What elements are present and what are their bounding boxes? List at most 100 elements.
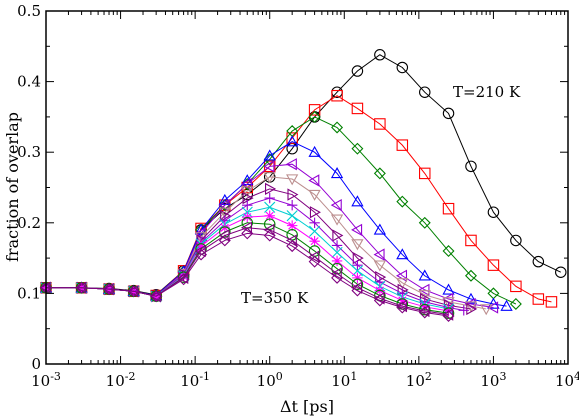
data-point (263, 223, 275, 236)
x-tick-label: 103 (480, 370, 506, 390)
data-point (285, 234, 297, 247)
axes-layer: 10-3 10-2 10-1 100 101 102 103 104 0 0.1 0.2 0.3 0.4… (17, 2, 579, 390)
data-point (218, 229, 230, 242)
data-point (308, 189, 321, 201)
data-point (466, 302, 478, 316)
data-point (351, 65, 364, 77)
data-point (331, 246, 343, 259)
data-point (241, 186, 254, 198)
data-point (442, 297, 455, 309)
data-point (308, 255, 321, 268)
data-point (331, 121, 344, 134)
data-point (545, 296, 558, 308)
data-point (510, 280, 522, 293)
data-point (396, 301, 409, 314)
data-point (351, 102, 364, 115)
data-point (265, 182, 277, 196)
data-point (263, 172, 276, 184)
x-tick-label: 101 (331, 370, 357, 390)
data-point (464, 292, 478, 304)
series-line (46, 116, 517, 305)
data-point (330, 214, 344, 226)
y-tick-label: 0.2 (17, 214, 41, 232)
data-point (241, 227, 254, 240)
data-point (331, 255, 343, 267)
x-tick-label: 10-3 (31, 370, 61, 390)
x-tick-label: 104 (555, 370, 579, 390)
data-point (286, 240, 299, 253)
data-point (555, 266, 567, 278)
data-point (487, 206, 500, 218)
data-point (308, 174, 320, 187)
data-point (418, 269, 431, 281)
data-point (373, 223, 387, 235)
data-point (263, 229, 276, 242)
data-point (465, 160, 477, 173)
data-point (351, 223, 363, 236)
data-point (177, 271, 190, 283)
y-tick-label: 0.3 (17, 143, 41, 161)
data-point (396, 139, 409, 151)
data-point (263, 149, 276, 161)
data-point (465, 269, 477, 282)
data-point (308, 145, 321, 157)
data-point (195, 240, 207, 252)
x-tick-label: 10-2 (106, 370, 136, 390)
data-point (351, 195, 364, 207)
data-point (374, 118, 386, 130)
data-point (331, 89, 343, 102)
data-point (351, 142, 364, 155)
annotation-t210: T=210 K (453, 83, 521, 101)
data-point (331, 271, 344, 284)
data-point (352, 272, 363, 284)
data-point (286, 220, 298, 231)
data-point (509, 298, 522, 310)
data-point (218, 193, 231, 205)
data-point (127, 285, 140, 298)
data-point (194, 244, 206, 258)
x-tick-label: 10-1 (180, 370, 210, 390)
data-point (442, 310, 455, 322)
data-point (487, 301, 499, 314)
data-point (240, 221, 252, 234)
data-point (352, 259, 363, 271)
data-point (373, 248, 385, 261)
data-point (442, 307, 455, 319)
data-point (330, 199, 342, 212)
data-point (465, 234, 477, 247)
data-point (263, 160, 275, 173)
data-point (285, 158, 297, 171)
data-point (218, 207, 231, 219)
data-point (532, 255, 545, 268)
plot-frame (45, 10, 569, 365)
data-point (309, 217, 320, 228)
data-point (286, 135, 299, 147)
data-point (331, 240, 343, 251)
data-point (308, 104, 321, 116)
data-point (264, 192, 275, 204)
data-point (396, 248, 409, 260)
data-point (127, 285, 139, 298)
annotation-t350: T=350 K (241, 289, 309, 307)
data-point (219, 222, 231, 233)
data-point (242, 199, 253, 211)
data-point (396, 61, 409, 74)
data-point (458, 305, 469, 316)
data-point (418, 216, 431, 229)
x-tick-label: 100 (257, 370, 283, 390)
data-point (264, 201, 276, 213)
data-point (75, 281, 88, 294)
series-line (46, 141, 507, 307)
data-point (351, 239, 364, 251)
data-point (419, 86, 431, 98)
data-point (308, 110, 321, 123)
data-point (442, 245, 455, 258)
y-tick-label: 0.1 (17, 284, 41, 302)
data-point (332, 229, 344, 242)
data-point (103, 283, 115, 296)
data-point (442, 283, 455, 295)
data-point (419, 167, 431, 180)
data-point (396, 195, 409, 208)
data-point (442, 107, 455, 120)
data-point (500, 299, 513, 311)
